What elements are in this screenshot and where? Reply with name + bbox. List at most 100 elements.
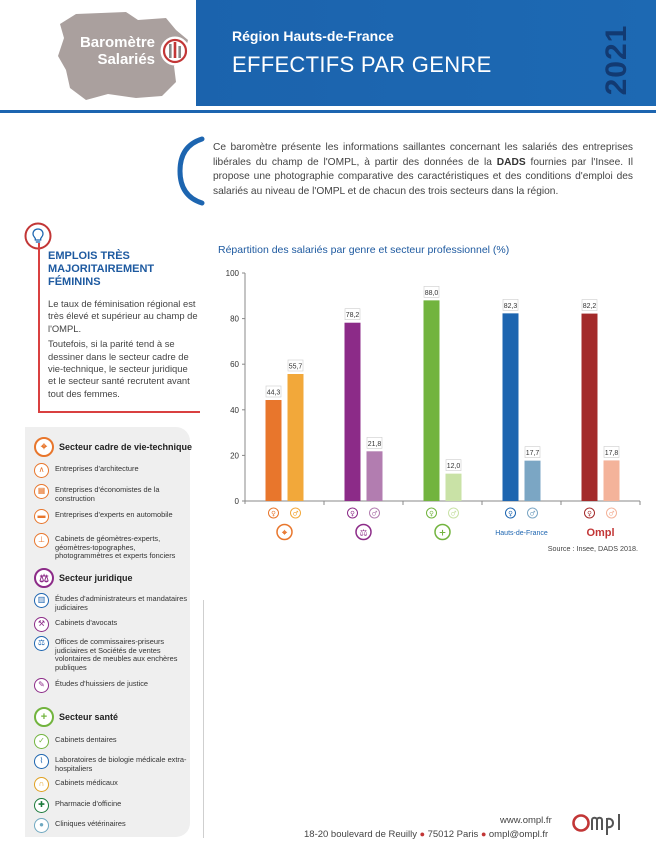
male-symbol: ♂ — [530, 510, 536, 518]
emplois-body: Le taux de féminisation régional est trè… — [48, 298, 198, 403]
header-banner — [196, 0, 656, 106]
footer-email[interactable]: ompl@ompl.fr — [488, 829, 549, 840]
list-item-label: Pharmacie d'officine — [55, 799, 122, 808]
data-label: 78,2 — [346, 312, 360, 319]
list-item-label: Cabinets dentaires — [55, 735, 117, 744]
data-label: 88,0 — [425, 290, 439, 297]
document-icon: ✎ — [34, 678, 49, 693]
intro-paragraph: Ce baromètre présente les informations s… — [213, 141, 633, 199]
male-symbol: ♂ — [451, 510, 457, 518]
juridique-icon — [355, 523, 372, 541]
logo-line-1: Baromètre — [79, 34, 155, 51]
logo-line-2: Salariés — [97, 51, 155, 68]
bar — [581, 313, 598, 501]
sante-icon-glyph: + — [439, 529, 447, 539]
male-icon — [527, 507, 538, 519]
emplois-paragraph-2: Toutefois, si la parité tend à se dessin… — [48, 338, 190, 399]
list-item: ⌇ Laboratoires de biologie médicale extra… — [34, 754, 189, 773]
sector-label-juridique: Secteur juridique — [59, 573, 133, 583]
sector-list-panel — [25, 427, 190, 837]
female-icon — [347, 507, 358, 519]
logo-text: Baromètre Salariés — [55, 34, 155, 68]
sector-heading-cadre: ⌖ Secteur cadre de vie-technique — [34, 437, 192, 457]
list-item-label: Entreprises d'architecture — [55, 464, 139, 473]
page-title: EFFECTIFS PAR GENRE — [232, 52, 492, 77]
list-item: ▬ Entreprises d'experts en automobile — [34, 509, 189, 524]
data-label: 82,3 — [504, 303, 518, 310]
list-item-label: Cabinets d'avocats — [55, 618, 118, 627]
male-symbol: ♂ — [609, 510, 615, 518]
data-label-box — [265, 385, 282, 398]
data-label: 82,2 — [583, 303, 597, 310]
list-item: ⚖ Offices de commissaires-priseurs judici… — [34, 636, 189, 672]
list-item-label: Cabinets de géomètres-experts, géomètres… — [55, 534, 176, 561]
bar — [265, 399, 282, 501]
female-symbol: ♀ — [587, 510, 592, 518]
data-label-box — [603, 446, 620, 458]
data-label: 12,0 — [447, 463, 461, 470]
list-item-label: Entreprises d'économistes de la construc… — [55, 485, 160, 503]
female-symbol: ♀ — [350, 510, 355, 518]
bar — [524, 460, 541, 501]
list-item: ▦ Entreprises d'économistes de la constru… — [34, 484, 189, 503]
bar — [287, 374, 304, 501]
separator-dot-icon: ● — [480, 829, 489, 839]
chart-source: Source : Insee, DADS 2018. — [547, 544, 638, 553]
paw-icon: ● — [34, 818, 49, 833]
data-label-box — [366, 436, 383, 449]
group-label: Hauts-de-France — [495, 530, 548, 537]
bar-chart: 0 20 40 60 80 100 44,3 ♀ 55,7 ♂ ⌖ 78,2 ♀ 21,8 ♂ ⚖ 88,0 ♀ 1… — [226, 269, 641, 541]
y-tick-label: 100 — [226, 269, 240, 278]
female-icon — [268, 507, 279, 519]
sector-heading-sante: + Secteur santé — [34, 707, 118, 727]
theodolite-icon: ⊥ — [34, 533, 49, 548]
sector-label-cadre: Secteur cadre de vie-technique — [59, 442, 193, 452]
bar — [344, 322, 361, 501]
medical-cross-icon: + — [34, 707, 54, 727]
data-label: 55,7 — [289, 364, 303, 371]
y-tick-label: 60 — [230, 360, 239, 369]
female-icon — [584, 507, 595, 519]
data-label: 21,8 — [368, 441, 382, 448]
bar — [366, 451, 383, 501]
footer-street: 18-20 boulevard de Reuilly — [304, 829, 418, 840]
footer-address: 18-20 boulevard de Reuilly ● 75012 Paris… — [304, 829, 548, 840]
data-label-box — [423, 286, 440, 298]
y-tick-label: 40 — [230, 406, 239, 415]
list-item: ✎ Études d'huissiers de justice — [34, 678, 189, 693]
data-label: 17,7 — [526, 450, 540, 457]
list-item-label: Laboratoires de biologie médicale extra-… — [55, 755, 187, 773]
list-item-label: Cabinets médicaux — [55, 778, 118, 787]
car-icon: ▬ — [34, 509, 49, 524]
sante-icon — [434, 523, 451, 541]
compass-ruler-icon: ⌖ — [34, 437, 54, 457]
y-tick-label: 20 — [230, 451, 239, 460]
auction-icon: ⚖ — [34, 636, 49, 651]
region-title: Région Hauts-de-France — [232, 28, 394, 44]
list-item-label: Entreprises d'experts en automobile — [55, 510, 173, 519]
barometer-emblem-icon — [160, 36, 190, 66]
y-tick-label: 0 — [235, 497, 240, 506]
list-item-label: Études d'administrateurs et mandataires … — [55, 594, 188, 612]
list-item: ✚ Pharmacie d'officine — [34, 798, 189, 813]
logo-area: Baromètre Salariés — [0, 0, 196, 106]
cadre-vie-technique-icon-glyph: ⌖ — [281, 529, 288, 539]
male-symbol: ♂ — [372, 510, 378, 518]
tooth-icon: ✓ — [34, 734, 49, 749]
data-label-box — [502, 299, 519, 311]
data-label-box — [344, 308, 361, 321]
male-icon — [606, 507, 617, 519]
female-icon — [426, 507, 437, 519]
ompl-logo-icon — [572, 814, 620, 835]
female-symbol: ♀ — [508, 510, 513, 518]
data-label-box — [287, 359, 304, 372]
microscope-icon: ⌇ — [34, 754, 49, 769]
data-label-box — [524, 446, 541, 458]
female-symbol: ♀ — [271, 510, 276, 518]
stethoscope-icon: ∩ — [34, 777, 49, 792]
intro-emphasis: DADS — [496, 156, 526, 168]
footer-url[interactable]: www.ompl.fr — [500, 815, 552, 826]
data-label: 44,3 — [267, 389, 281, 396]
sector-heading-juridique: ⚖ Secteur juridique — [34, 568, 133, 588]
separator-dot-icon: ● — [419, 829, 428, 839]
